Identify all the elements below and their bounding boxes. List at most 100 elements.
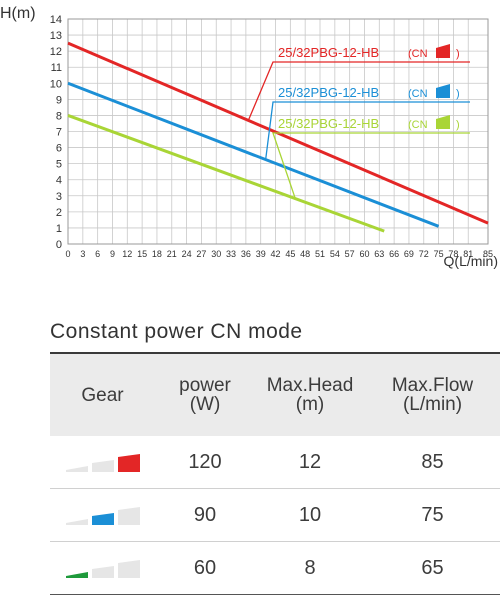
header-head-unit: (m) — [295, 394, 325, 415]
y-tick-label: 13 — [50, 30, 62, 42]
gear-step-inactive — [65, 519, 88, 525]
y-tick-label: 2 — [56, 207, 62, 219]
x-tick-label: 85 — [483, 249, 493, 259]
table-header-row: Gear power (W) Max.Head (m) Max.Flow (L/… — [50, 354, 500, 436]
chart-grid — [67, 18, 489, 245]
max-flow-cell: 75 — [365, 488, 500, 542]
x-tick-label: 21 — [167, 249, 177, 259]
y-tick-label: 10 — [50, 78, 62, 90]
y-tick-label: 3 — [56, 191, 62, 203]
header-flow-label: Max.Flow — [391, 375, 474, 396]
y-tick-label: 1 — [56, 223, 62, 235]
header-max-flow: Max.Flow (L/min) — [365, 354, 500, 436]
gear-level-icon — [65, 454, 140, 472]
curve-3 — [67, 114, 385, 233]
legend-leader-line — [265, 101, 470, 160]
gear-cell — [50, 436, 155, 489]
max-flow-cell: 85 — [365, 436, 500, 489]
chart-curves — [67, 41, 489, 233]
legend-mode-tag: (CN — [408, 88, 428, 100]
y-tick-label: 8 — [56, 110, 62, 122]
table-row: 60 8 65 — [50, 541, 500, 595]
legend-mode-tag-close: ) — [456, 88, 460, 100]
x-tick-labels: 0 3 6 9 12 15 18 21 24 27 30 33 36 39 42 45 48 51 54 57 60 63… — [65, 249, 493, 259]
x-tick-label: 6 — [95, 249, 100, 259]
x-tick-label: 39 — [256, 249, 266, 259]
curve-2 — [67, 81, 440, 228]
power-cell: 90 — [155, 488, 255, 542]
gear-level-icon — [65, 507, 140, 525]
gear-step-inactive — [91, 460, 114, 472]
x-tick-label: 51 — [315, 249, 325, 259]
legend-mode-tag: (CN — [408, 119, 428, 131]
gear-step-active — [117, 454, 140, 472]
y-tick-label: 7 — [56, 127, 62, 139]
legend-leader-line — [272, 132, 470, 199]
gear-cell — [50, 541, 155, 595]
table-row: 120 12 85 — [50, 436, 500, 489]
x-axis-label: Q(L/min) — [444, 253, 498, 269]
gear-step-inactive — [117, 560, 140, 578]
y-axis-label: H(m) — [0, 5, 36, 22]
header-power: power (W) — [155, 354, 255, 436]
header-flow-unit: (L/min) — [402, 394, 463, 415]
legend-mode-tag-close: ) — [456, 48, 460, 60]
x-tick-label: 54 — [330, 249, 340, 259]
legend-gear-swatch — [436, 44, 450, 58]
x-tick-label: 0 — [65, 249, 70, 259]
gear-step-inactive — [65, 466, 88, 472]
gear-level-icon — [65, 560, 140, 578]
x-tick-label: 63 — [374, 249, 384, 259]
x-tick-label: 27 — [196, 249, 206, 259]
x-tick-label: 30 — [211, 249, 221, 259]
gear-cell — [50, 488, 155, 542]
x-tick-label: 69 — [404, 249, 414, 259]
max-head-cell: 12 — [255, 436, 365, 489]
y-tick-label: 9 — [56, 94, 62, 106]
x-tick-label: 66 — [389, 249, 399, 259]
power-cell: 60 — [155, 541, 255, 595]
gear-step-inactive — [117, 507, 140, 525]
header-gear: Gear — [50, 354, 155, 436]
legend-leader-line — [247, 61, 470, 121]
header-max-head: Max.Head (m) — [255, 354, 365, 436]
x-tick-label: 48 — [300, 249, 310, 259]
header-power-label: power — [179, 375, 231, 396]
x-tick-label: 60 — [359, 249, 369, 259]
max-head-cell: 10 — [255, 488, 365, 542]
gear-step-active — [91, 513, 114, 525]
x-tick-label: 12 — [122, 249, 132, 259]
x-tick-label: 75 — [434, 249, 444, 259]
y-tick-label: 5 — [56, 159, 62, 171]
legend-mode-tag: (CN — [408, 48, 428, 60]
legend-label: 25/32PBG-12-HB — [278, 45, 379, 60]
x-tick-label: 36 — [241, 249, 251, 259]
y-tick-label: 4 — [56, 175, 62, 187]
y-tick-label: 14 — [50, 14, 62, 26]
x-tick-label: 9 — [110, 249, 115, 259]
chart-legend: 25/32PBG-12-HB (CN) 25/32PBG-12-HB (CN) 25/3… — [247, 44, 470, 199]
gear-step-inactive — [91, 566, 114, 578]
legend-label: 25/32PBG-12-HB — [278, 85, 379, 100]
x-tick-label: 42 — [271, 249, 281, 259]
x-tick-label: 72 — [419, 249, 429, 259]
y-tick-label: 6 — [56, 143, 62, 155]
title-underline — [50, 352, 500, 354]
performance-curve-chart: 25/32PBG-12-HB (CN) 25/32PBG-12-HB (CN) 25/3… — [0, 5, 498, 269]
max-head-cell: 8 — [255, 541, 365, 595]
x-tick-label: 33 — [226, 249, 236, 259]
table-title: Constant power CN mode — [50, 320, 303, 343]
y-tick-label: 0 — [56, 239, 62, 251]
table-row: 90 10 75 — [50, 488, 500, 542]
x-tick-label: 18 — [152, 249, 162, 259]
header-head-label: Max.Head — [266, 375, 354, 396]
x-tick-label: 78 — [448, 249, 458, 259]
x-tick-label: 3 — [80, 249, 85, 259]
max-flow-cell: 65 — [365, 541, 500, 595]
x-tick-label: 45 — [285, 249, 295, 259]
x-tick-label: 57 — [345, 249, 355, 259]
y-tick-label: 11 — [51, 62, 62, 74]
legend-gear-swatch — [436, 115, 450, 129]
power-cell: 120 — [155, 436, 255, 489]
gear-step-active — [65, 572, 88, 578]
